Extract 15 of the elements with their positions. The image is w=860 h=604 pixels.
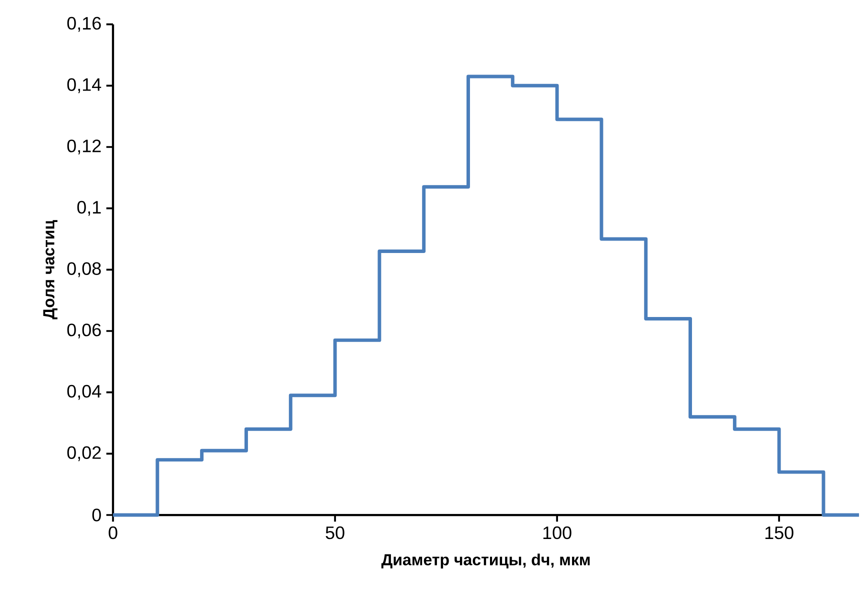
x-tick-label: 50 xyxy=(326,526,344,540)
y-tick-label: 0,12 xyxy=(67,140,101,154)
y-tick-label: 0,02 xyxy=(67,446,101,462)
y-tick-label: 0,08 xyxy=(67,262,101,278)
y-tick-label: 0,04 xyxy=(67,384,102,400)
x-tick-label: 100 xyxy=(543,526,572,540)
y-tick-label: 0,14 xyxy=(67,78,102,94)
x-axis-title: Диаметр частицы, dч, мкм xyxy=(381,554,590,569)
y-axis-title: Доля частиц xyxy=(43,220,58,320)
y-tick-label: 0,16 xyxy=(67,16,101,32)
x-tick-label: 0 xyxy=(108,526,118,540)
y-tick-label: 0 xyxy=(92,508,101,522)
x-tick-label: 150 xyxy=(765,526,794,540)
y-tick-label: 0,06 xyxy=(67,324,101,338)
y-tick-label: 0,1 xyxy=(77,200,101,216)
